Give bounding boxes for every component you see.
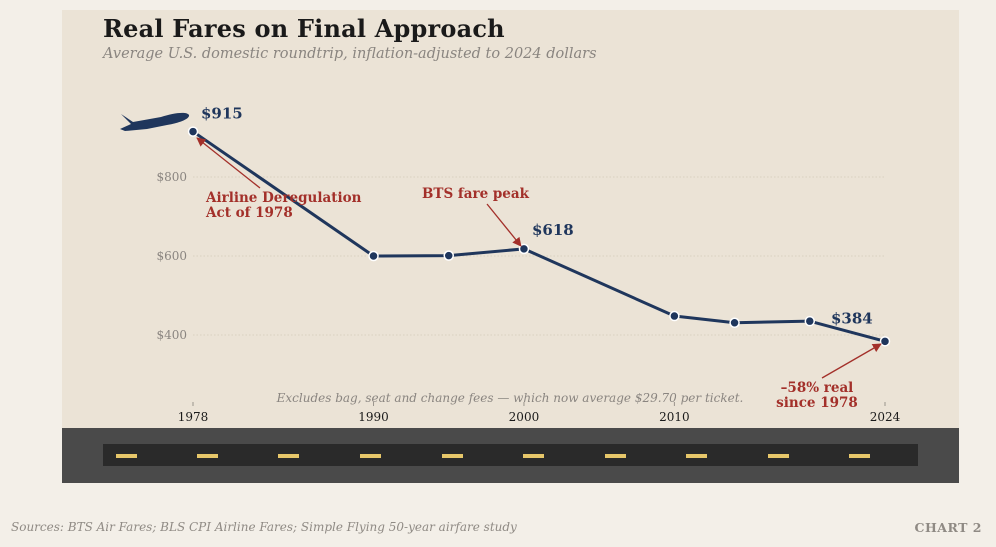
data-point <box>669 310 680 322</box>
annotation-text: since 1978 <box>776 395 858 411</box>
runway-decoration <box>62 428 959 483</box>
runway-dash <box>116 454 137 458</box>
annotation-arrow <box>486 203 522 247</box>
chart-number: CHART 2 <box>914 520 982 535</box>
runway-dash <box>197 454 218 458</box>
x-tick-label: 2024 <box>870 410 901 424</box>
y-tick-label: $600 <box>156 249 187 263</box>
y-tick-label: $400 <box>156 328 187 342</box>
data-points <box>187 126 891 347</box>
series-line <box>191 130 887 343</box>
runway-dash <box>523 454 544 458</box>
x-tick-label: 1978 <box>178 410 209 424</box>
airplane-icon <box>120 112 190 131</box>
annotation-text: Act of 1978 <box>205 205 293 221</box>
data-point <box>729 317 740 329</box>
sources-note: Sources: BTS Air Fares; BLS CPI Airline … <box>11 520 517 534</box>
x-tick-label: 1990 <box>358 410 389 424</box>
point-label: $384 <box>831 309 873 327</box>
runway-dash <box>442 454 463 458</box>
chart-subtitle: Average U.S. domestic roundtrip, inflati… <box>103 46 597 62</box>
data-point <box>879 336 891 347</box>
runway-dash <box>360 454 381 458</box>
runway-dash <box>278 454 299 458</box>
data-point <box>443 250 454 261</box>
data-point <box>368 250 379 262</box>
runway-strip <box>103 444 918 466</box>
fare-series <box>191 130 887 343</box>
y-axis-ticks: $400 $600 $800 <box>156 170 187 342</box>
chart-title: Real Fares on Final Approach <box>103 14 505 43</box>
data-point <box>518 243 530 255</box>
point-label: $618 <box>532 221 574 239</box>
x-axis-ticks: 1978 1990 2000 2010 2024 <box>178 402 901 424</box>
annotation-text: Airline Deregulation <box>205 190 362 206</box>
data-point <box>187 126 199 137</box>
runway-dash <box>768 454 789 458</box>
data-point <box>804 315 816 327</box>
annotation-text: BTS fare peak <box>422 186 530 202</box>
y-tick-label: $800 <box>156 170 187 184</box>
chart-panel <box>62 10 959 428</box>
footnote: Excludes bag, seat and change fees — whi… <box>276 391 744 405</box>
point-labels: $915 $618 $384 <box>201 105 873 328</box>
x-tick-label: 2000 <box>509 410 540 424</box>
runway-dash <box>686 454 707 458</box>
point-label: $915 <box>201 105 243 123</box>
x-tick-label: 2010 <box>659 410 690 424</box>
runway-dash <box>849 454 870 458</box>
annotation-text: –58% real <box>781 380 854 396</box>
annotation-arrow <box>821 343 882 379</box>
runway-dash <box>605 454 626 458</box>
annotation-arrow <box>196 137 261 189</box>
